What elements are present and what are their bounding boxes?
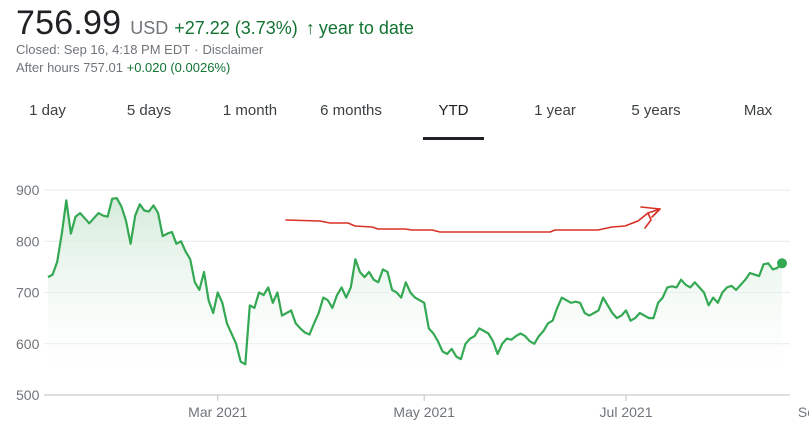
y-tick-label: 500 xyxy=(16,387,40,403)
arrow-up-icon: ↑ xyxy=(305,18,315,38)
range-tabs: 1 day 5 days 1 month 6 months YTD 1 year… xyxy=(0,96,809,142)
after-hours-info: After hours 757.01 +0.020 (0.0026%) xyxy=(16,60,230,75)
current-price-dot xyxy=(777,258,787,269)
meta-separator: · xyxy=(194,42,199,57)
y-axis-ticks: 500 600 700 800 900 xyxy=(16,182,40,403)
y-tick-label: 900 xyxy=(16,182,40,198)
x-tick-label: Mar 2021 xyxy=(188,404,247,420)
currency-label: USD xyxy=(130,18,169,38)
tab-5-days[interactable]: 5 days xyxy=(126,102,172,119)
stock-price-chart[interactable]: 500 600 700 800 900 Mar 2021 May 2021 Jul 2021… xyxy=(0,150,809,440)
tab-ytd[interactable]: YTD xyxy=(423,96,484,140)
y-tick-label: 600 xyxy=(16,336,40,352)
price-line xyxy=(47,197,783,366)
after-hours-label: After hours xyxy=(16,60,80,75)
y-tick-label: 700 xyxy=(16,285,40,301)
price-area-fill xyxy=(48,198,782,395)
price-change: +27.22 (3.73%) xyxy=(174,18,298,38)
y-tick-label: 800 xyxy=(16,233,40,249)
closed-info: Closed: Sep 16, 4:18 PM EDT · Disclaimer xyxy=(16,42,263,57)
change-period: year to date xyxy=(318,18,414,38)
after-hours-change: +0.020 (0.0026%) xyxy=(126,60,231,75)
current-price: 756.99 xyxy=(16,4,122,42)
tab-1-month[interactable]: 1 month xyxy=(222,102,278,119)
x-tick-label: May 2021 xyxy=(393,404,455,420)
closed-time: Closed: Sep 16, 4:18 PM EDT xyxy=(16,42,191,57)
price-header: 756.99 USD +27.22 (3.73%) ↑ year to date xyxy=(16,4,414,44)
tab-max[interactable]: Max xyxy=(743,102,773,119)
tab-6-months[interactable]: 6 months xyxy=(320,102,382,119)
tab-5-years[interactable]: 5 years xyxy=(631,102,681,119)
x-tick-label: Sep 2021 xyxy=(798,404,809,420)
disclaimer-link[interactable]: Disclaimer xyxy=(202,42,264,57)
x-tick-label: Jul 2021 xyxy=(600,404,653,420)
after-hours-price: 757.01 xyxy=(83,60,123,75)
tab-1-year[interactable]: 1 year xyxy=(534,102,576,119)
tab-1-day[interactable]: 1 day xyxy=(29,102,66,119)
hand-drawn-annotation-arrow xyxy=(285,206,661,233)
x-axis-ticks: Mar 2021 May 2021 Jul 2021 Sep 2021 xyxy=(188,395,809,420)
